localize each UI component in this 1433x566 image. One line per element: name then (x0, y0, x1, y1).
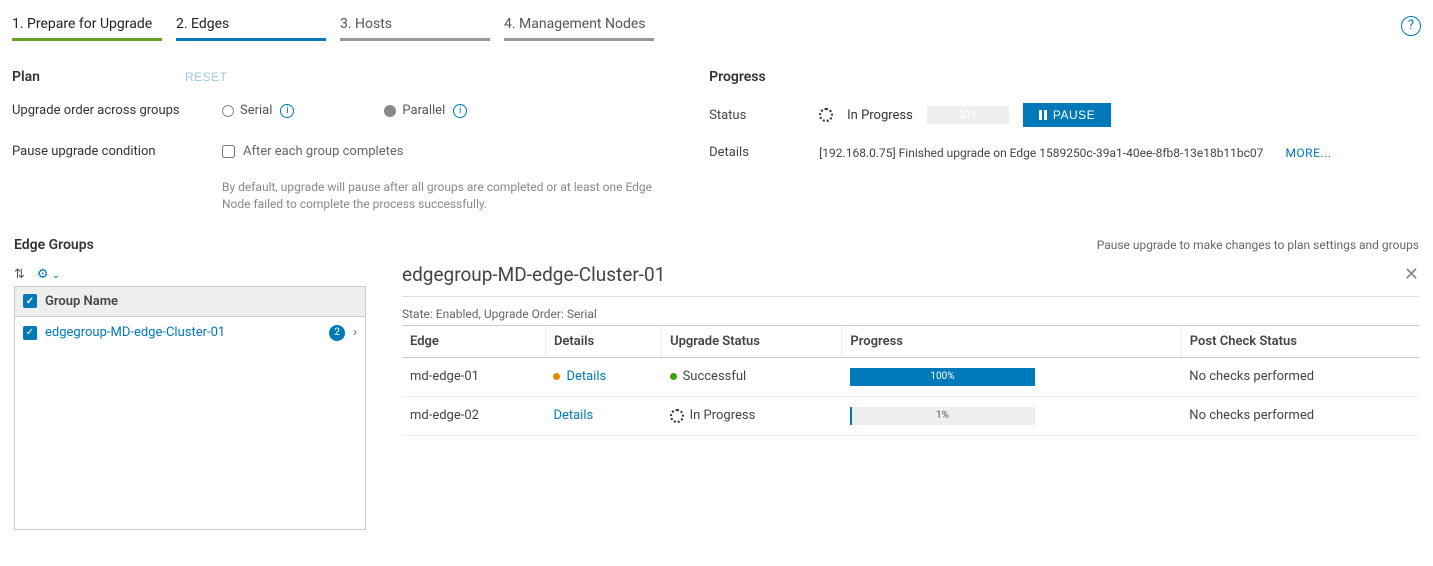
col-post: Post Check Status (1181, 325, 1419, 357)
progress-title: Progress (709, 69, 1421, 85)
col-edge: Edge (402, 325, 545, 357)
overall-progress-bar: 50% (927, 106, 1009, 124)
tab-hosts[interactable]: 3. Hosts (340, 10, 490, 41)
spinner-icon (819, 108, 833, 122)
wizard-tabs: 1. Prepare for Upgrade 2. Edges 3. Hosts… (0, 0, 1433, 41)
edge-groups-hint: Pause upgrade to make changes to plan se… (1097, 238, 1419, 252)
checkbox-label: After each group completes (243, 144, 403, 159)
cell-status: Successful (662, 357, 842, 396)
group-panel: ⇅ ⚙ ⌄ ✓ Group Name ✓ edgegroup-MD-edge-C… (14, 263, 366, 530)
filter-icon[interactable]: ⇅ (14, 267, 25, 282)
details-text: [192.168.0.75] Finished upgrade on Edge … (819, 146, 1263, 160)
col-status: Upgrade Status (662, 325, 842, 357)
pause-button-label: PAUSE (1053, 108, 1095, 122)
col-progress: Progress (842, 325, 1181, 357)
cell-post-check: No checks performed (1181, 357, 1419, 396)
group-header-row: ✓ Group Name (15, 287, 365, 317)
details-label: Details (709, 145, 819, 160)
spinner-icon (670, 409, 684, 423)
order-label: Upgrade order across groups (12, 103, 222, 118)
radio-empty-icon (222, 105, 234, 117)
plan-title: Plan (12, 69, 40, 85)
radio-serial-label: Serial (240, 103, 272, 118)
close-icon[interactable]: ✕ (1404, 264, 1419, 285)
group-item[interactable]: ✓ edgegroup-MD-edge-Cluster-01 2 › (15, 317, 365, 349)
group-checkbox[interactable]: ✓ (23, 326, 37, 340)
gear-icon[interactable]: ⚙ ⌄ (37, 267, 60, 282)
reset-button[interactable]: RESET (185, 70, 228, 84)
more-link[interactable]: MORE... (1285, 146, 1331, 160)
radio-parallel[interactable]: Parallel i (384, 103, 467, 118)
select-all-checkbox[interactable]: ✓ (23, 294, 37, 308)
success-dot-icon (670, 373, 677, 380)
edge-table: Edge Details Upgrade Status Progress Pos… (402, 325, 1419, 436)
cell-status: In Progress (662, 396, 842, 435)
row-progress-bar: 100% (850, 368, 1035, 386)
checkbox-after-each-group[interactable]: After each group completes (222, 144, 662, 159)
state-line: State: Enabled, Upgrade Order: Serial (402, 307, 1419, 321)
group-column-header: Group Name (45, 294, 118, 309)
cell-details: Details (545, 396, 661, 435)
detail-title: edgegroup-MD-edge-Cluster-01 (402, 263, 665, 286)
group-name: edgegroup-MD-edge-Cluster-01 (45, 325, 321, 340)
table-row: md-edge-01 Details Successful 100% No checks… (402, 357, 1419, 396)
tab-prepare[interactable]: 1. Prepare for Upgrade (12, 10, 162, 41)
cell-post-check: No checks performed (1181, 396, 1419, 435)
overall-progress-text: 50% (927, 106, 1009, 124)
cell-details: Details (545, 357, 661, 396)
status-label: Status (709, 108, 819, 123)
status-value: In Progress (847, 108, 913, 123)
tab-management-nodes[interactable]: 4. Management Nodes (504, 10, 654, 41)
col-details: Details (545, 325, 661, 357)
row-progress-text: 100% (850, 368, 1035, 386)
radio-filled-icon (384, 105, 396, 117)
pause-button[interactable]: PAUSE (1023, 103, 1111, 127)
status-dot-icon (553, 373, 560, 380)
status-text: In Progress (690, 408, 756, 423)
cell-progress: 100% (842, 357, 1181, 396)
progress-section: Progress Status In Progress 50% PAUSE De… (709, 69, 1421, 231)
radio-parallel-label: Parallel (402, 103, 445, 118)
tab-edges[interactable]: 2. Edges (176, 10, 326, 41)
edge-groups-title: Edge Groups (14, 237, 94, 253)
chevron-right-icon: › (353, 325, 357, 340)
pause-help-text: By default, upgrade will pause after all… (222, 179, 662, 213)
details-link[interactable]: Details (553, 408, 593, 423)
pause-icon (1039, 110, 1047, 120)
row-progress-bar: 1% (850, 407, 1035, 425)
help-icon[interactable]: ? (1401, 16, 1421, 36)
row-progress-text: 1% (850, 407, 1035, 425)
info-icon[interactable]: i (453, 104, 467, 118)
checkbox-input[interactable] (222, 145, 235, 158)
cell-edge: md-edge-02 (402, 396, 545, 435)
table-row: md-edge-02 Details In Progress 1% No checks … (402, 396, 1419, 435)
radio-serial[interactable]: Serial i (222, 103, 294, 118)
cell-edge: md-edge-01 (402, 357, 545, 396)
cell-progress: 1% (842, 396, 1181, 435)
info-icon[interactable]: i (280, 104, 294, 118)
details-link[interactable]: Details (566, 369, 606, 384)
plan-section: Plan RESET Upgrade order across groups S… (12, 69, 669, 231)
detail-panel: edgegroup-MD-edge-Cluster-01 ✕ State: En… (402, 263, 1419, 530)
group-count-badge: 2 (329, 325, 345, 341)
pause-condition-label: Pause upgrade condition (12, 144, 222, 159)
status-text: Successful (683, 369, 747, 384)
